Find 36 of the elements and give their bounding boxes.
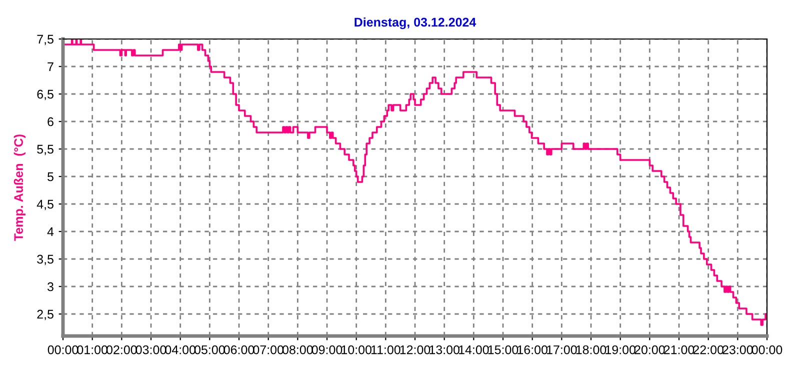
x-tick-label: 04:00 (165, 345, 196, 354)
x-tick-label: 01:00 (77, 345, 108, 354)
x-tick-label: 23:00 (722, 345, 753, 354)
x-tick-label: 00:00 (48, 345, 78, 354)
y-axis-title: Temp. Außen (°C) (14, 134, 26, 241)
y-tick-label: 6 (48, 117, 54, 126)
x-tick-label: 02:00 (106, 345, 137, 354)
y-tick-label: 7 (48, 62, 54, 72)
y-tick-label: 5 (48, 172, 54, 182)
x-tick-label: 19:00 (606, 345, 636, 354)
x-tick-label: 11:00 (371, 345, 400, 354)
x-tick-label: 16:00 (518, 345, 548, 354)
y-tick-label: 3,5 (37, 254, 54, 266)
y-tick-label: 2,5 (37, 310, 54, 320)
x-tick-label: 21:00 (664, 345, 694, 354)
y-tick-label: 6,5 (37, 90, 54, 100)
x-tick-label: 07:00 (253, 345, 284, 354)
x-tick-label: 18:00 (576, 345, 606, 354)
x-tick-label: 10:00 (342, 345, 372, 354)
x-tick-label: 09:00 (312, 345, 342, 354)
x-tick-label: 15:00 (488, 345, 518, 354)
x-tick-label: 00:00 (752, 345, 782, 354)
x-tick-label: 22:00 (693, 345, 724, 354)
x-tick-label: 08:00 (282, 345, 313, 354)
y-tick-label: 5,5 (37, 144, 54, 156)
chart-title: Dienstag, 03.12.2024 (354, 17, 476, 30)
y-tick-label: 4 (47, 227, 54, 236)
x-tick-label: 20:00 (634, 345, 665, 354)
x-tick-label: 05:00 (194, 345, 225, 354)
x-tick-label: 17:00 (546, 345, 577, 354)
x-tick-label: 12:00 (400, 345, 430, 354)
x-tick-label: 14:00 (458, 345, 489, 354)
y-tick-label: 4,5 (36, 200, 54, 210)
y-tick-label: 3 (48, 282, 54, 292)
x-tick-label: 13:00 (430, 345, 460, 354)
y-tick-label: 7,5 (37, 34, 54, 46)
